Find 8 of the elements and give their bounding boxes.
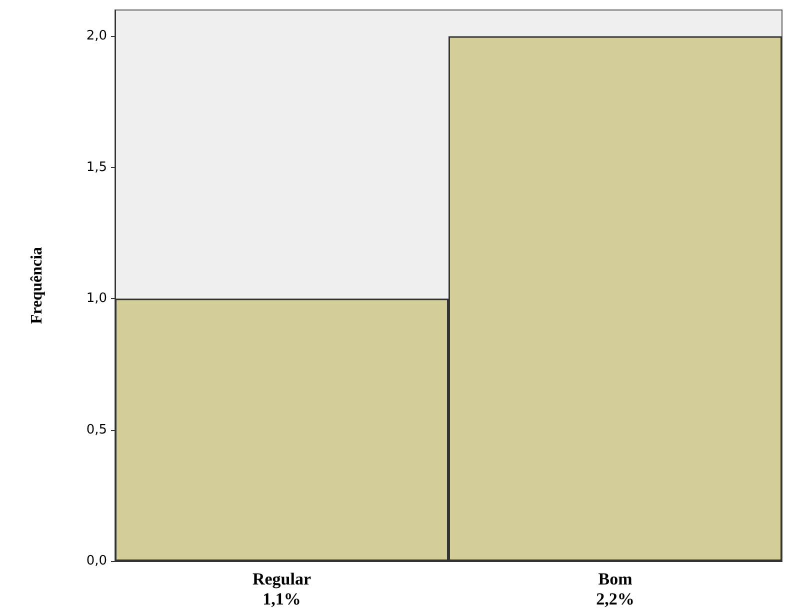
y-tick-label: 0,0 [86,554,107,568]
y-tick-label: 2,0 [86,28,107,44]
x-tick-label: Bom 2,2% [596,570,634,608]
y-axis-title: Frequência [28,246,46,324]
y-tick-label: 1,0 [86,291,107,306]
x-tick-label: Regular 1,1% [252,570,312,608]
y-tick-label: 1,5 [86,160,107,175]
y-tick-label: 0,5 [86,422,107,438]
